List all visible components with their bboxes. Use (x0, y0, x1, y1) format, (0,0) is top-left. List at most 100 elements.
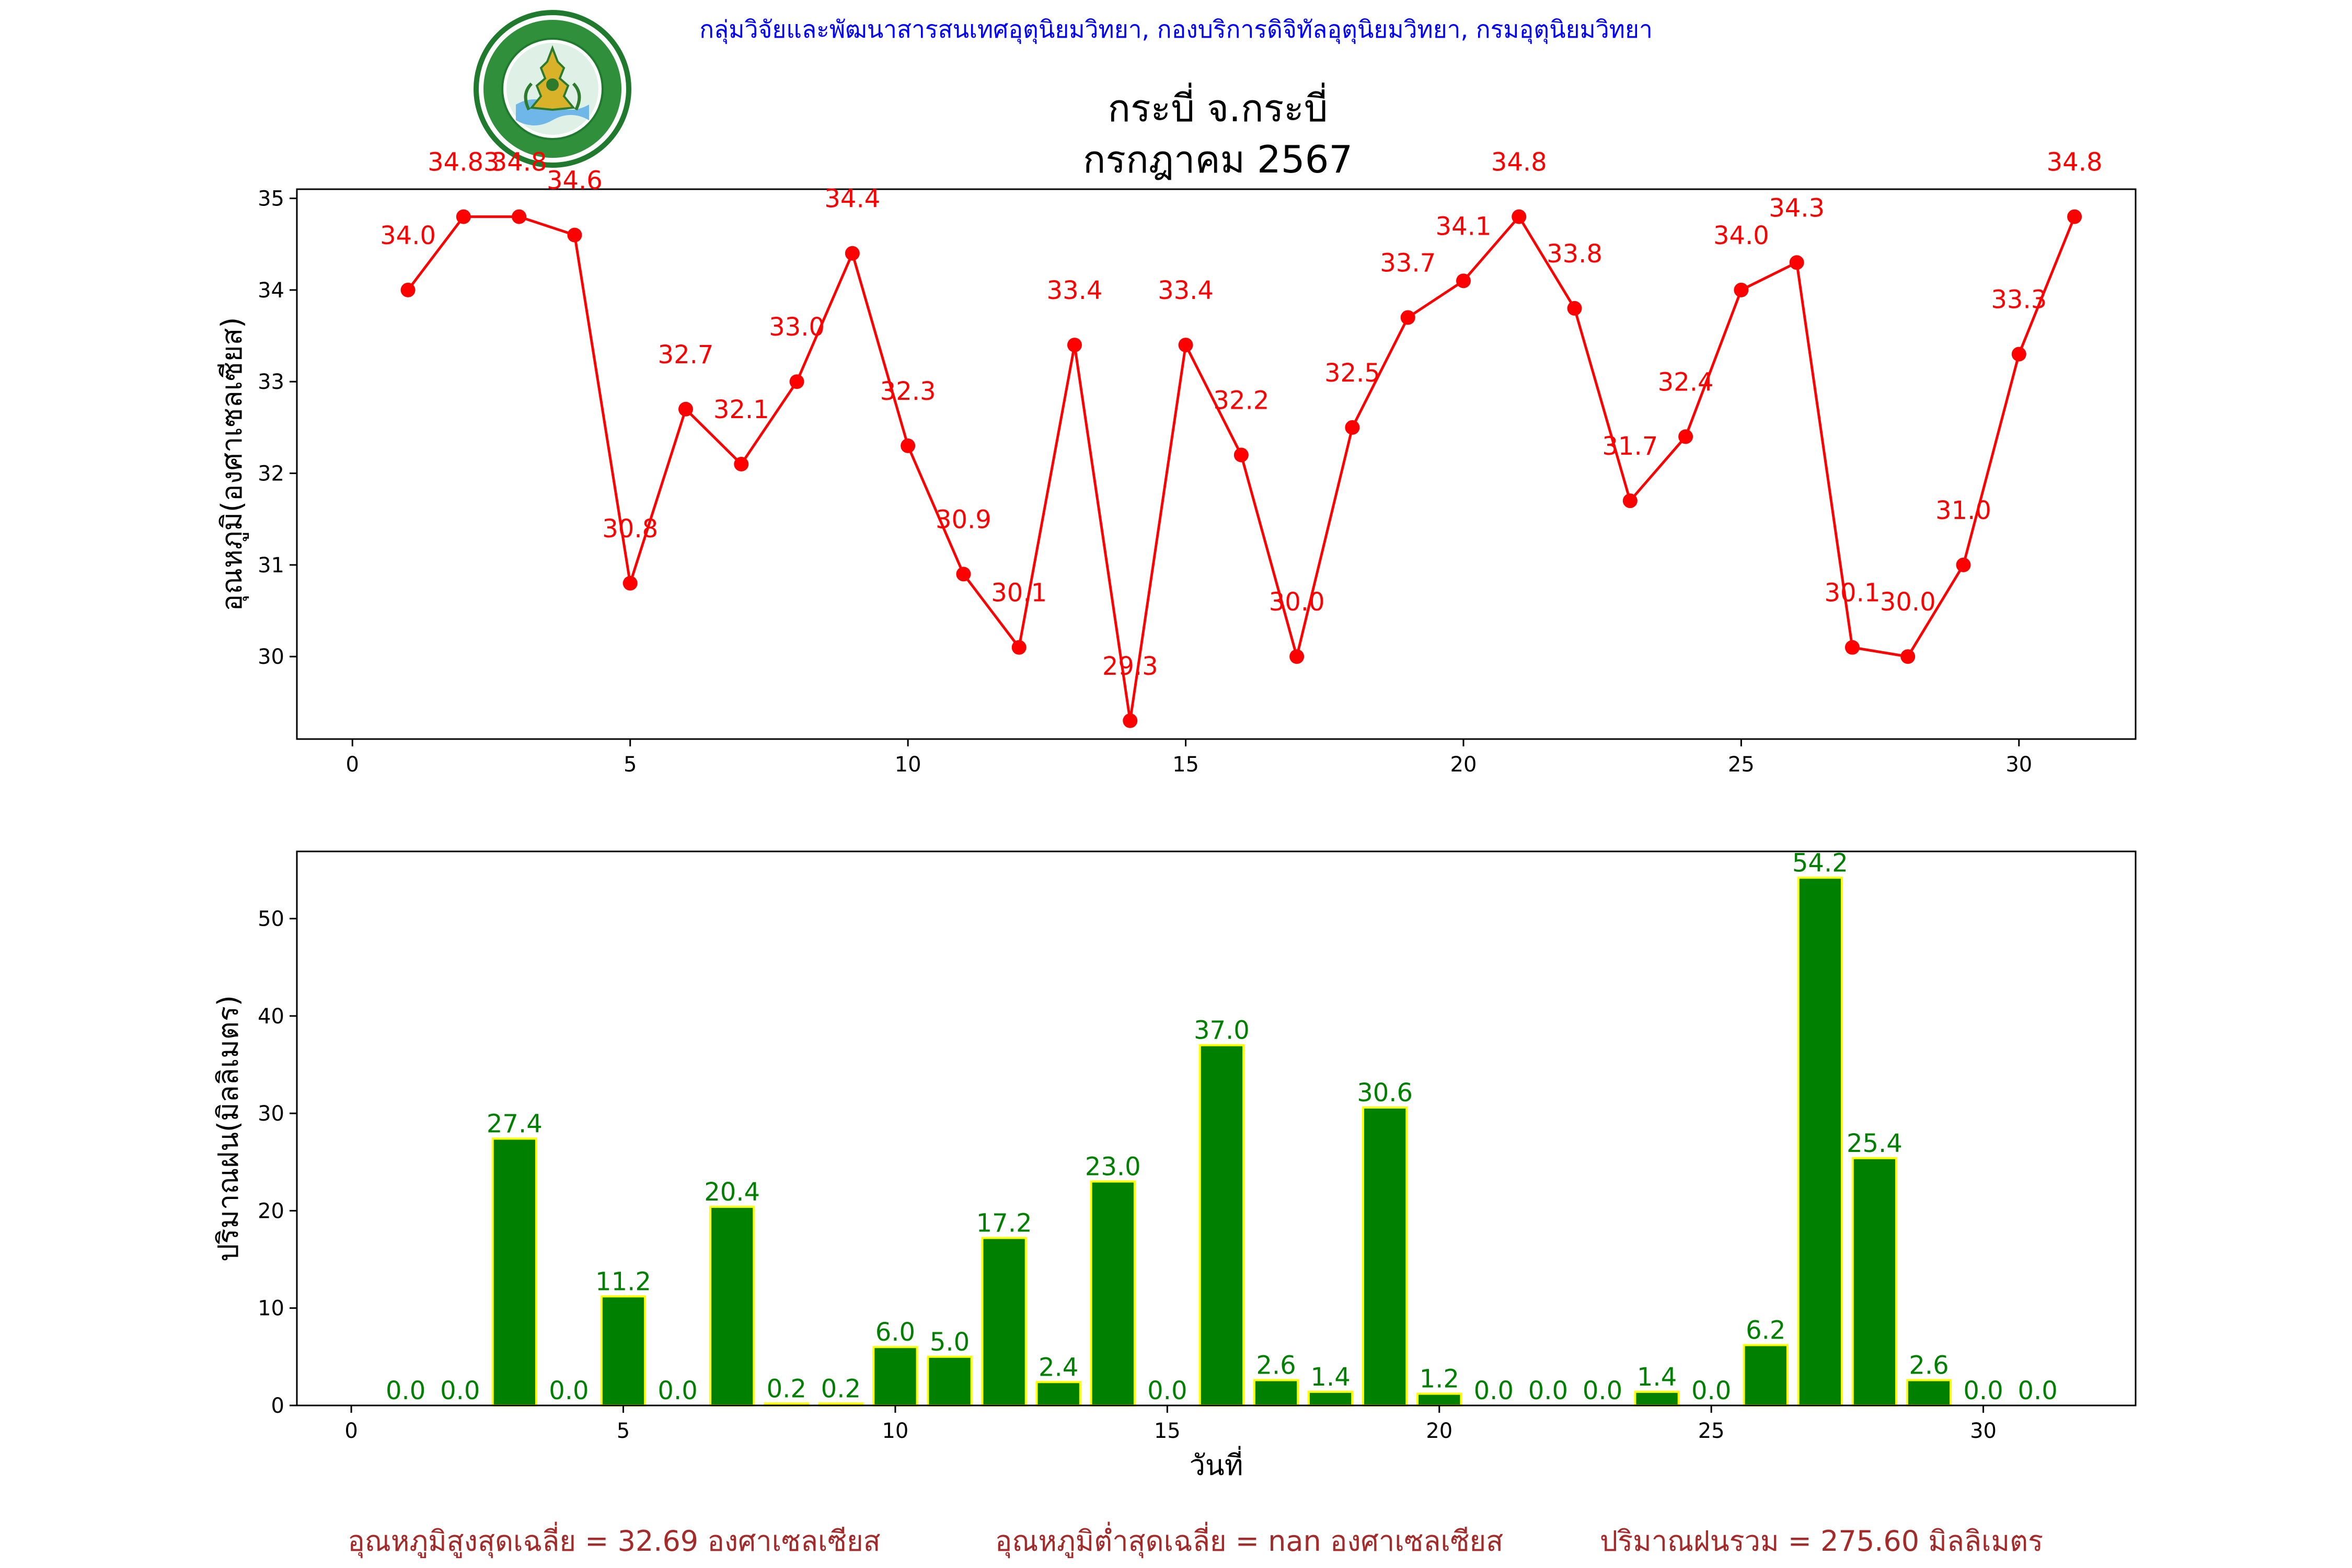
temperature-point (1622, 493, 1638, 509)
temperature-point (1400, 310, 1415, 325)
temperature-data-label: 30.9 (936, 505, 991, 534)
rainfall-data-label: 0.0 (440, 1376, 480, 1405)
temperature-y-tick-label: 32 (258, 462, 284, 486)
temperature-point (2011, 347, 2026, 362)
temperature-data-label: 33.7 (1380, 248, 1436, 278)
rainfall-data-label: 0.0 (1474, 1376, 1514, 1405)
rainfall-x-tick-label: 10 (882, 1419, 908, 1443)
temperature-x-tick-label: 20 (1450, 753, 1477, 777)
rainfall-bar (1253, 1379, 1299, 1407)
rainfall-data-label: 0.0 (658, 1376, 697, 1405)
temperature-data-label: 30.8 (602, 514, 658, 544)
rainfall-data-label: 5.0 (930, 1328, 970, 1357)
temperature-point (567, 227, 582, 243)
temperature-data-label: 32.1 (713, 395, 769, 424)
temperature-point (1345, 420, 1360, 435)
temperature-y-tick-label: 31 (258, 554, 284, 578)
temperature-point (789, 374, 804, 389)
rainfall-x-tick-label: 20 (1426, 1419, 1452, 1443)
rainfall-data-label: 6.0 (875, 1318, 915, 1347)
rainfall-data-label: 0.0 (1691, 1376, 1731, 1405)
rainfall-plot-frame (296, 850, 2137, 1406)
rainfall-data-label: 0.0 (386, 1376, 425, 1405)
rainfall-y-tick-label: 50 (258, 907, 284, 931)
temperature-data-label: 33.3 (1991, 285, 2047, 315)
temperature-point (1678, 429, 1693, 444)
temperature-data-label: 32.2 (1213, 386, 1269, 415)
temperature-data-label: 34.3 (1769, 193, 1825, 223)
rainfall-data-label: 2.6 (1256, 1351, 1296, 1380)
temperature-x-tick-label: 25 (1728, 753, 1755, 777)
rainfall-data-label: 23.0 (1085, 1152, 1141, 1182)
temperature-data-label: 33.4 (1047, 276, 1103, 305)
temperature-point (845, 246, 860, 261)
rainfall-bar (1906, 1379, 1952, 1407)
temperature-x-tick-label: 5 (624, 753, 637, 777)
total-rainfall: ปริมาณฝนรวม = 275.60 มิลลิเมตร (1600, 1525, 2043, 1558)
temperature-data-label: 30.0 (1269, 587, 1325, 617)
rainfall-bar-chart: 0 5 10 15 20 25 30 0 10 20 30 40 50 0.0 0.0 27.4 0.0 11.… (212, 848, 2137, 1482)
rainfall-data-label: 0.2 (821, 1374, 861, 1403)
temperature-plot-frame (296, 188, 2137, 740)
temperature-point (1011, 640, 1027, 655)
rainfall-y-tick-label: 10 (258, 1297, 284, 1321)
rainfall-data-label: 1.4 (1637, 1363, 1677, 1392)
rainfall-data-label: 1.2 (1420, 1365, 1459, 1394)
temperature-data-label: 32.3 (880, 377, 936, 406)
rainfall-bar (872, 1346, 918, 1406)
temperature-data-label: 34.0 (380, 221, 436, 250)
rainfall-x-tick-label: 15 (1154, 1419, 1181, 1443)
temperature-point (734, 457, 749, 471)
rainfall-bar (1416, 1392, 1462, 1407)
temperature-x-tick-label: 10 (895, 753, 921, 777)
temperature-point (678, 401, 693, 417)
rainfall-y-tick-label: 0 (271, 1394, 284, 1418)
rainfall-bar (1743, 1344, 1789, 1406)
temperature-point (1067, 338, 1082, 353)
rainfall-bar (600, 1295, 647, 1407)
rainfall-data-label: 11.2 (595, 1267, 651, 1296)
temperature-data-label: 30.1 (991, 579, 1047, 608)
rainfall-data-label: 6.2 (1746, 1316, 1785, 1345)
temperature-point (1512, 209, 1527, 224)
temperature-data-label: 30.1 (1825, 579, 1881, 608)
rainfall-bar (981, 1237, 1027, 1406)
chart-title-line2: กรกฎาคม 2567 (1083, 137, 1353, 181)
temperature-data-label: 34.1 (1436, 212, 1492, 241)
rainfall-bar (1362, 1106, 1408, 1406)
rainfall-bar (1198, 1044, 1245, 1406)
rainfall-data-label: 0.0 (1583, 1376, 1622, 1405)
rainfall-y-tick-label: 30 (258, 1102, 284, 1126)
temperature-point (456, 209, 471, 224)
rainfall-data-label: 25.4 (1847, 1129, 1903, 1158)
temperature-data-label: 31.0 (1935, 496, 1991, 525)
temperature-point (956, 567, 971, 582)
temperature-point (1289, 649, 1305, 664)
rainfall-data-label: 0.0 (1963, 1376, 2003, 1405)
temperature-point (400, 282, 416, 297)
temperature-point (1844, 640, 1860, 655)
rainfall-data-label: 20.4 (704, 1178, 760, 1207)
rainfall-bar (491, 1137, 537, 1406)
temperature-point (1789, 255, 1804, 270)
temperature-data-label: 34.8 (2047, 148, 2103, 177)
rainfall-bar (1634, 1390, 1680, 1407)
temperature-data-label: 34.4 (824, 185, 880, 214)
temperature-y-axis-label: อุณหภูมิ(องศาเซลเซียส) (215, 317, 249, 612)
temperature-y-tick-label: 33 (258, 370, 284, 394)
agency-line: กลุ่มวิจัยและพัฒนาสารสนเทศอุตุนิยมวิทยา,… (699, 15, 1653, 44)
temperature-y-tick-label: 34 (258, 279, 284, 303)
rainfall-y-tick-label: 20 (258, 1199, 284, 1223)
rainfall-y-axis-label: ปริมาณฝน(มิลลิเมตร) (212, 995, 245, 1262)
rainfall-bar (1851, 1157, 1898, 1407)
rainfall-data-label: 37.0 (1194, 1016, 1250, 1045)
chart-title-line1: กระบี่ จ.กระบี่ (1108, 83, 1328, 130)
rainfall-data-label: 0.0 (1147, 1376, 1187, 1405)
temperature-point (622, 575, 638, 591)
temperature-point (2067, 209, 2082, 224)
temperature-point (1456, 273, 1471, 289)
rainfall-data-label: 17.2 (976, 1209, 1032, 1238)
temperature-point (1123, 713, 1138, 728)
